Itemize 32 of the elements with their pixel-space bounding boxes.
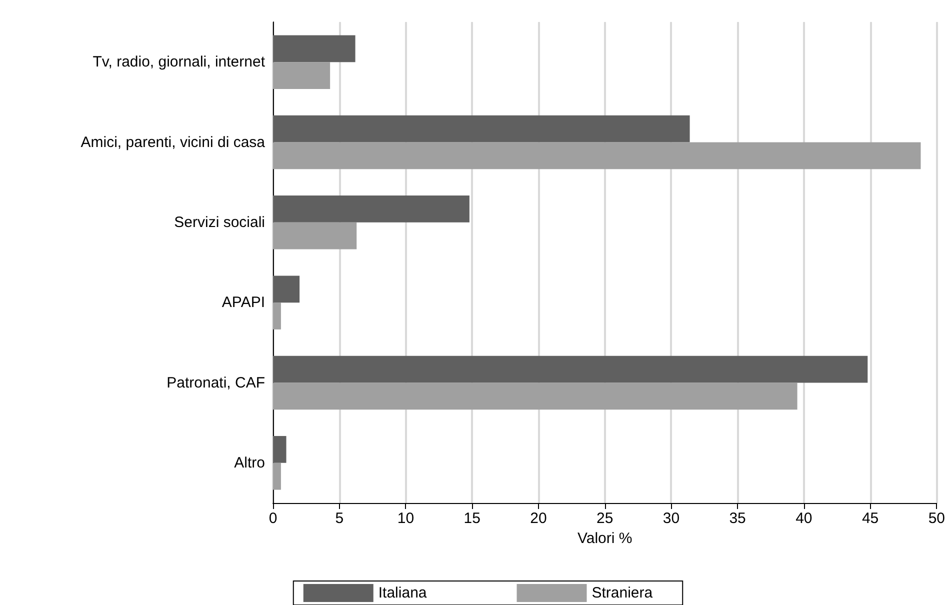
legend-label: Italiana [378,584,428,602]
bar [273,356,868,383]
x-tick-label: 45 [862,510,879,527]
x-tick-label: 35 [729,510,746,527]
bar [273,142,921,170]
bar [273,115,690,142]
bar [273,35,356,62]
x-tick-label: 50 [928,510,945,527]
bar [273,62,330,89]
y-tick-label: Altro [234,454,265,472]
bar [273,276,300,303]
bar [273,222,357,250]
x-axis-title: Valori % [577,530,632,547]
bar [273,196,470,222]
x-tick-label: 30 [662,510,680,527]
bar [273,302,281,330]
x-tick-label: 25 [596,510,614,527]
bar [273,436,286,463]
y-tick-label: APAPI [222,294,265,312]
bar [273,382,798,410]
legend-label: Straniera [592,584,654,602]
x-tick-label: 10 [397,510,414,527]
y-tick-label: Servizi sociali [174,214,265,231]
x-tick-label: 5 [335,510,344,527]
x-tick-label: 15 [464,510,480,527]
bar [273,462,281,490]
y-tick-label: Tv, radio, giornali, internet [92,54,266,71]
x-tick-label: 40 [796,510,812,527]
x-tick-label: 0 [268,510,278,527]
x-tick-label: 20 [530,510,547,527]
y-tick-label: Patronati, CAF [166,374,265,392]
y-tick-label: Amici, parenti, vicini di casa [80,134,266,151]
